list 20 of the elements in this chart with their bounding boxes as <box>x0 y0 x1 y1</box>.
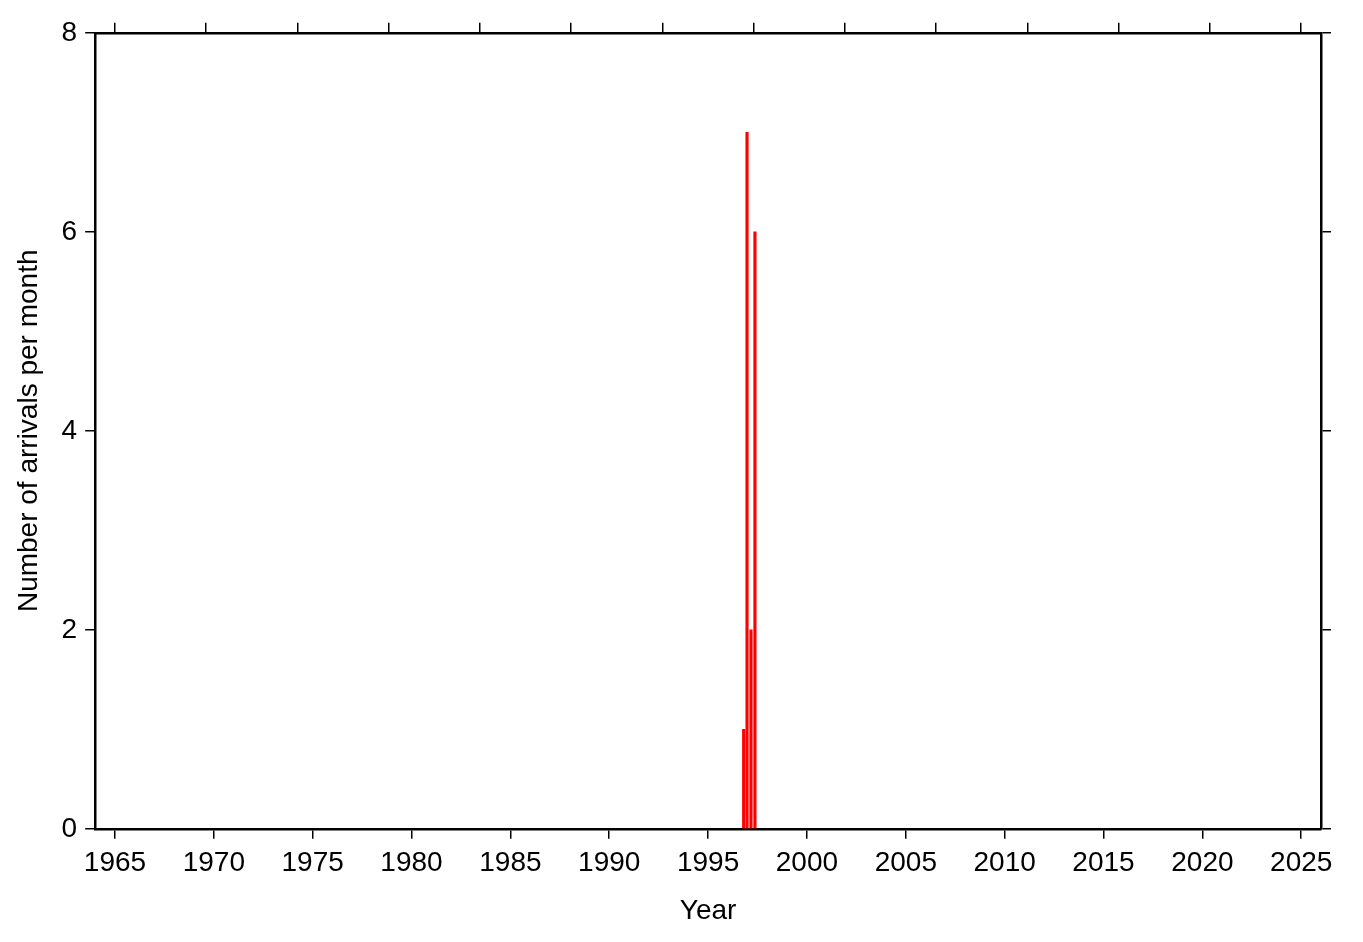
x-tick-label: 2015 <box>1072 846 1135 878</box>
x-tick-label: 1985 <box>479 846 542 878</box>
x-tick-label: 1975 <box>281 846 344 878</box>
y-tick-label: 0 <box>61 811 78 843</box>
x-axis-title: Year <box>679 893 737 925</box>
y-axis-title: Number of arrivals per month <box>11 249 43 613</box>
x-tick-label: 1980 <box>380 846 443 878</box>
y-tick-label: 4 <box>61 413 78 445</box>
y-tick-label: 2 <box>61 612 78 644</box>
y-tick-label: 8 <box>61 15 78 47</box>
x-tick-label: 1965 <box>83 846 147 878</box>
x-tick-label: 2010 <box>973 846 1036 878</box>
y-tick-label: 6 <box>61 214 78 246</box>
x-tick-label: 1990 <box>578 846 641 878</box>
x-tick-label: 2005 <box>874 846 937 878</box>
x-tick-label: 1970 <box>182 846 245 878</box>
x-tick-label: 2000 <box>775 846 839 878</box>
x-tick-label: 1995 <box>676 846 740 878</box>
x-tick-label: 2020 <box>1171 846 1234 878</box>
x-tick-label: 2025 <box>1270 846 1333 878</box>
